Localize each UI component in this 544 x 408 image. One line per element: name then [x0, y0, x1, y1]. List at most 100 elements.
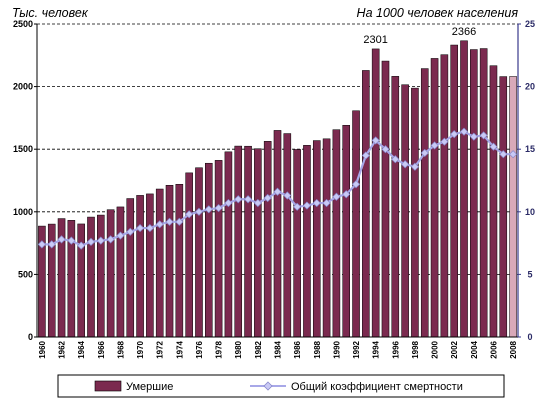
y2-tick-label: 15: [525, 144, 535, 154]
rate-point-1967: [106, 235, 115, 244]
bar-2001: [440, 54, 449, 338]
bar-1993: [362, 70, 370, 338]
rate-point-1975: [185, 210, 194, 219]
bar-1974: [175, 184, 184, 338]
bar-1966: [97, 214, 105, 338]
bar-1988: [312, 140, 321, 338]
bar-2004: [470, 49, 478, 338]
x-tick-label: 1984: [274, 340, 283, 358]
x-tick-label: 2004: [470, 340, 479, 358]
bar-1985: [283, 133, 292, 338]
rate-point-1977: [204, 205, 213, 214]
x-tick-label: 1998: [411, 340, 420, 358]
bar-1996: [391, 76, 400, 338]
rate-point-1990: [332, 192, 341, 201]
x-tick-label: 1988: [313, 340, 322, 358]
bar-1980: [234, 145, 243, 338]
rate-point-2002: [450, 130, 459, 139]
bar-1981: [244, 145, 252, 338]
x-tick-label: 1970: [136, 340, 145, 358]
bar-1972: [155, 188, 164, 338]
x-tick-label: 2002: [450, 340, 459, 358]
rate-point-1993: [361, 151, 370, 160]
bar-2006: [489, 65, 498, 338]
rate-point-1974: [175, 217, 184, 226]
rate-point-1988: [312, 198, 321, 208]
x-tick-label: 1986: [293, 340, 302, 358]
bar-2005: [479, 48, 488, 338]
left-axis-title: Тыс. человек: [12, 6, 89, 20]
data-label-1994: 2301: [363, 34, 387, 46]
bar-1990: [332, 129, 341, 338]
x-tick-label: 1980: [234, 340, 243, 358]
rate-point-1969: [126, 227, 135, 236]
rate-point-1962: [57, 235, 66, 244]
bar-1964: [77, 223, 85, 338]
data-label-2003: 2366: [452, 26, 476, 38]
x-tick-label: 1964: [77, 340, 86, 358]
bar-1983: [263, 141, 272, 338]
mortality-rate-line: [37, 127, 518, 250]
rate-point-1976: [194, 207, 204, 216]
rate-point-2004: [469, 132, 478, 141]
y-tick-label: 0: [28, 332, 33, 342]
rate-point-1981: [243, 195, 253, 204]
legend-line-label: Общий коэффициент смертности: [291, 381, 463, 393]
rate-point-1997: [401, 160, 410, 169]
rate-point-1995: [381, 145, 390, 154]
bar-1987: [303, 145, 311, 338]
rate-point-1989: [322, 198, 331, 208]
bar-1970: [136, 195, 144, 338]
rate-point-2001: [440, 137, 449, 146]
y-tick-label: 1000: [13, 207, 33, 217]
rate-point-1983: [263, 193, 272, 203]
bar-1975: [185, 172, 193, 338]
rate-point-1965: [86, 237, 96, 246]
x-tick-label: 1974: [175, 340, 184, 358]
x-tick-label: 1996: [391, 340, 400, 358]
bar-1969: [126, 198, 135, 338]
rate-point-1980: [234, 195, 243, 204]
rate-point-1999: [420, 148, 429, 158]
rate-point-2006: [489, 142, 498, 151]
y-tick-label: 2000: [13, 82, 33, 92]
bar-2002: [450, 44, 458, 338]
bar-2003: [460, 40, 468, 338]
rate-point-1996: [391, 155, 400, 164]
y2-tick-label: 5: [527, 269, 532, 279]
bar-1989: [322, 138, 331, 338]
data-labels: 2301 2366: [363, 26, 476, 46]
x-tick-label: 2000: [431, 340, 440, 358]
rate-point-2000: [430, 141, 439, 150]
bar-1965: [87, 216, 95, 338]
bar-2008: [509, 76, 517, 338]
rate-point-1972: [155, 220, 164, 229]
rate-point-1964: [77, 241, 86, 250]
y2-tick-label: 0: [527, 332, 532, 342]
bar-1973: [165, 185, 174, 338]
rate-point-1991: [342, 190, 351, 199]
rate-point-2007: [499, 150, 508, 159]
rate-point-1998: [410, 162, 420, 171]
y-tick-label: 500: [18, 269, 33, 279]
rate-point-1987: [302, 201, 312, 210]
x-tick-label: 2008: [509, 340, 518, 358]
legend: Умершие Общий коэффициент смертности: [57, 374, 505, 398]
bar-1979: [224, 151, 233, 338]
rate-point-1992: [351, 180, 361, 189]
x-tick-label: 1978: [215, 340, 224, 358]
bar-1992: [352, 110, 360, 338]
bar-2000: [430, 58, 439, 338]
bar-1977: [205, 162, 213, 338]
rate-point-2008: [508, 150, 518, 159]
legend-bar-swatch: [94, 380, 122, 392]
x-tick-label: 2006: [489, 340, 498, 358]
rate-point-1963: [67, 236, 76, 245]
x-tick-label: 1960: [38, 340, 47, 358]
bar-1968: [116, 206, 125, 338]
rate-point-1968: [116, 231, 125, 240]
rate-point-1970: [135, 223, 145, 233]
bar-2007: [499, 76, 508, 338]
rate-point-1979: [224, 198, 233, 208]
